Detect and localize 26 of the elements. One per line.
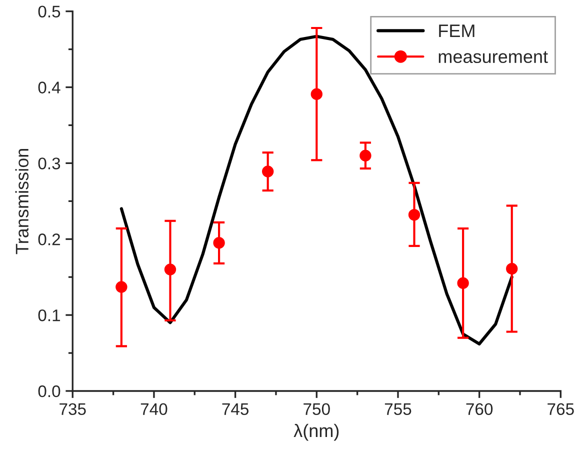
x-tick-label: 745: [222, 403, 249, 416]
x-axis-title: λ(nm): [294, 424, 339, 441]
y-axis-title: Transmission: [15, 148, 29, 254]
point: [408, 208, 420, 221]
x-tick-label: 765: [548, 403, 574, 416]
y-tick-label: 0.4: [38, 82, 60, 94]
y-tick-label: 0.2: [38, 234, 60, 246]
point: [360, 150, 372, 162]
x-tick-label: 750: [304, 403, 330, 416]
x-tick-label: 740: [140, 403, 168, 416]
legend-label: measurement: [438, 51, 548, 64]
point: [457, 277, 469, 289]
point: [506, 262, 518, 275]
x-tick-label: 735: [60, 403, 86, 416]
point: [262, 166, 274, 178]
legend-label: FEM: [439, 24, 474, 38]
point: [164, 264, 176, 276]
point: [116, 281, 128, 293]
y-tick-label: 0.3: [38, 158, 60, 170]
x-tick-label: 760: [466, 403, 493, 416]
point: [310, 88, 322, 100]
y-tick-label: 0.1: [38, 309, 60, 322]
point: [213, 237, 225, 249]
x-tick-label: 755: [384, 403, 412, 416]
y-tick-label: 0.0: [38, 385, 60, 398]
y-tick-label: 0.5: [38, 6, 60, 18]
